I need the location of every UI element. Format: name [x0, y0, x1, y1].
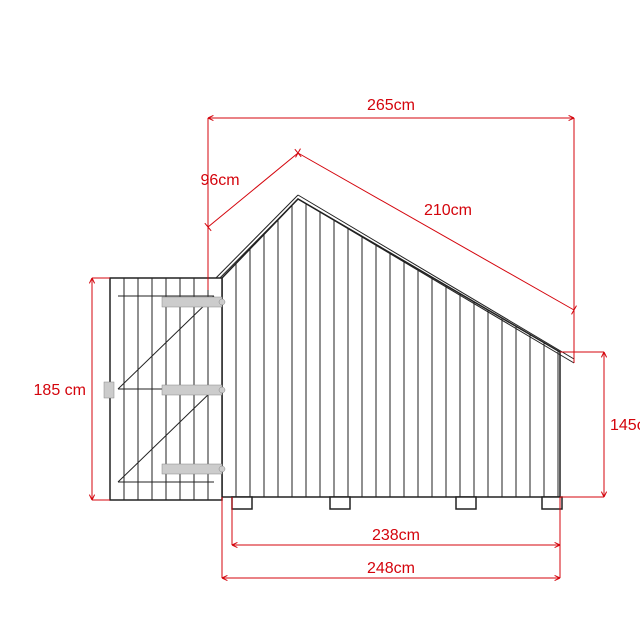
- door-open: [104, 278, 225, 500]
- dim-label: 185 cm: [34, 382, 86, 399]
- dim-label: 265cm: [367, 97, 415, 114]
- dim-height_right: 145cm: [560, 352, 640, 497]
- hinge: [162, 297, 222, 307]
- dim-height_left: 185 cm: [34, 278, 110, 500]
- hinge: [162, 385, 222, 395]
- dim-label: 238cm: [372, 527, 420, 544]
- dim-label: 96cm: [200, 172, 239, 189]
- hinge: [162, 464, 222, 474]
- dim-width_inner: 238cm: [232, 497, 560, 545]
- shed-technical-drawing: 265cm 96cm 210cm 185 cm 145cm 238cm 248cm: [0, 0, 640, 640]
- shed-body: [208, 194, 574, 509]
- dim-label: 248cm: [367, 560, 415, 577]
- dim-label: 210cm: [424, 202, 472, 219]
- dim-label: 145cm: [610, 417, 640, 434]
- door-latch: [104, 382, 114, 398]
